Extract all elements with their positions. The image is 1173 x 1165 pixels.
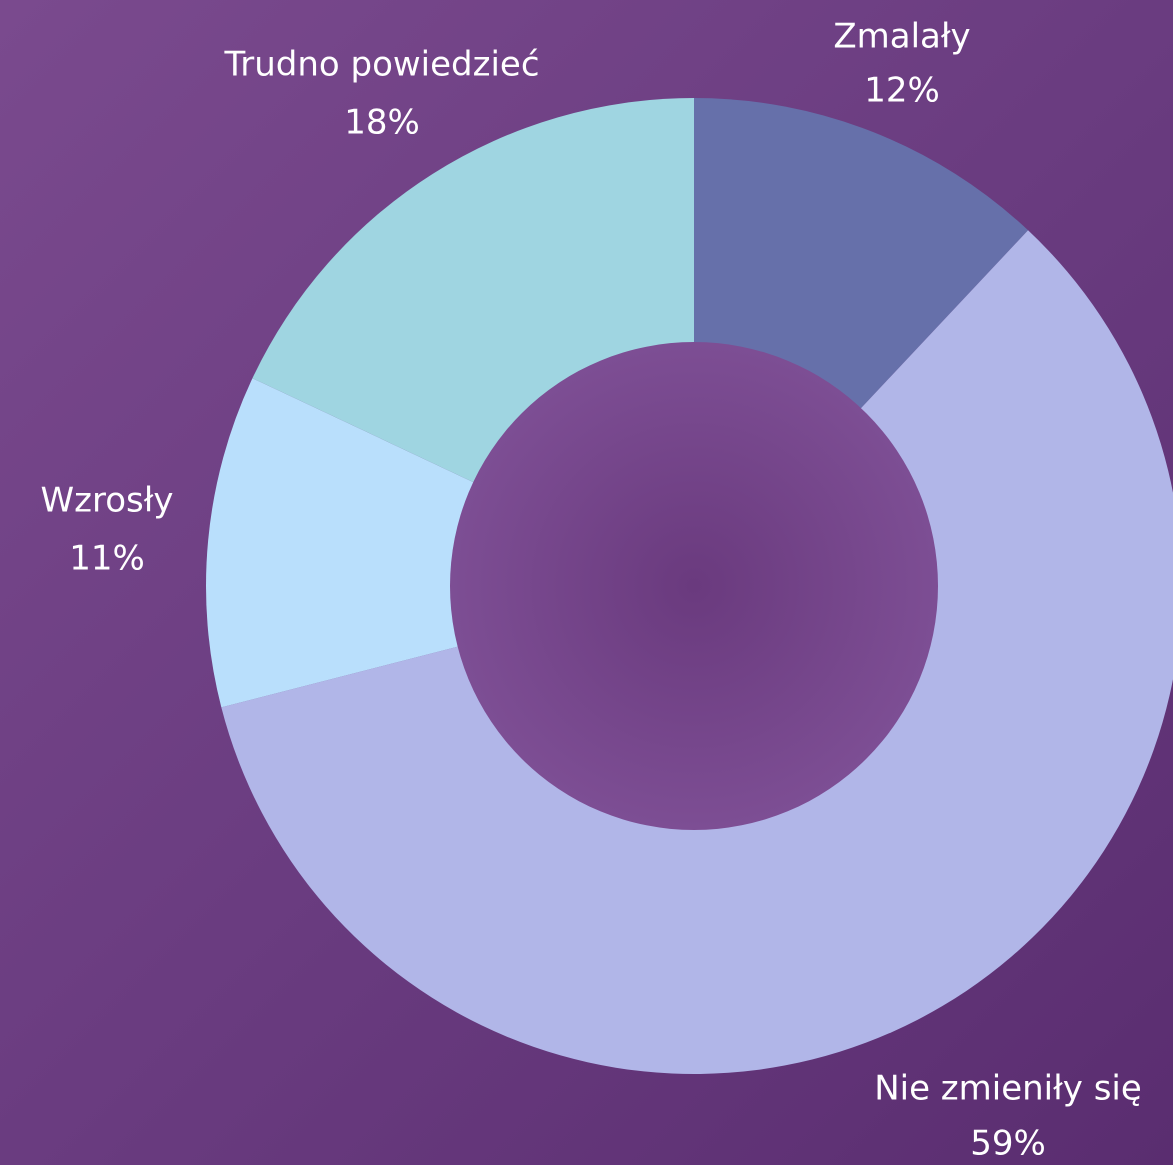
value-label: 59% — [970, 1124, 1046, 1164]
value-label: 12% — [864, 71, 940, 111]
labels: Zmalały 12% Nie zmieniły się 59% Wzrosły 11% T… — [41, 17, 1142, 1164]
category-label: Trudno powiedzieć — [223, 45, 539, 85]
value-label: 18% — [344, 103, 420, 143]
category-label: Wzrosły — [41, 481, 174, 521]
category-label: Zmalały — [833, 17, 970, 57]
category-label: Nie zmieniły się — [874, 1069, 1142, 1109]
donut-hole — [450, 342, 938, 830]
slice — [205, 378, 694, 708]
value-label: 11% — [69, 539, 145, 579]
